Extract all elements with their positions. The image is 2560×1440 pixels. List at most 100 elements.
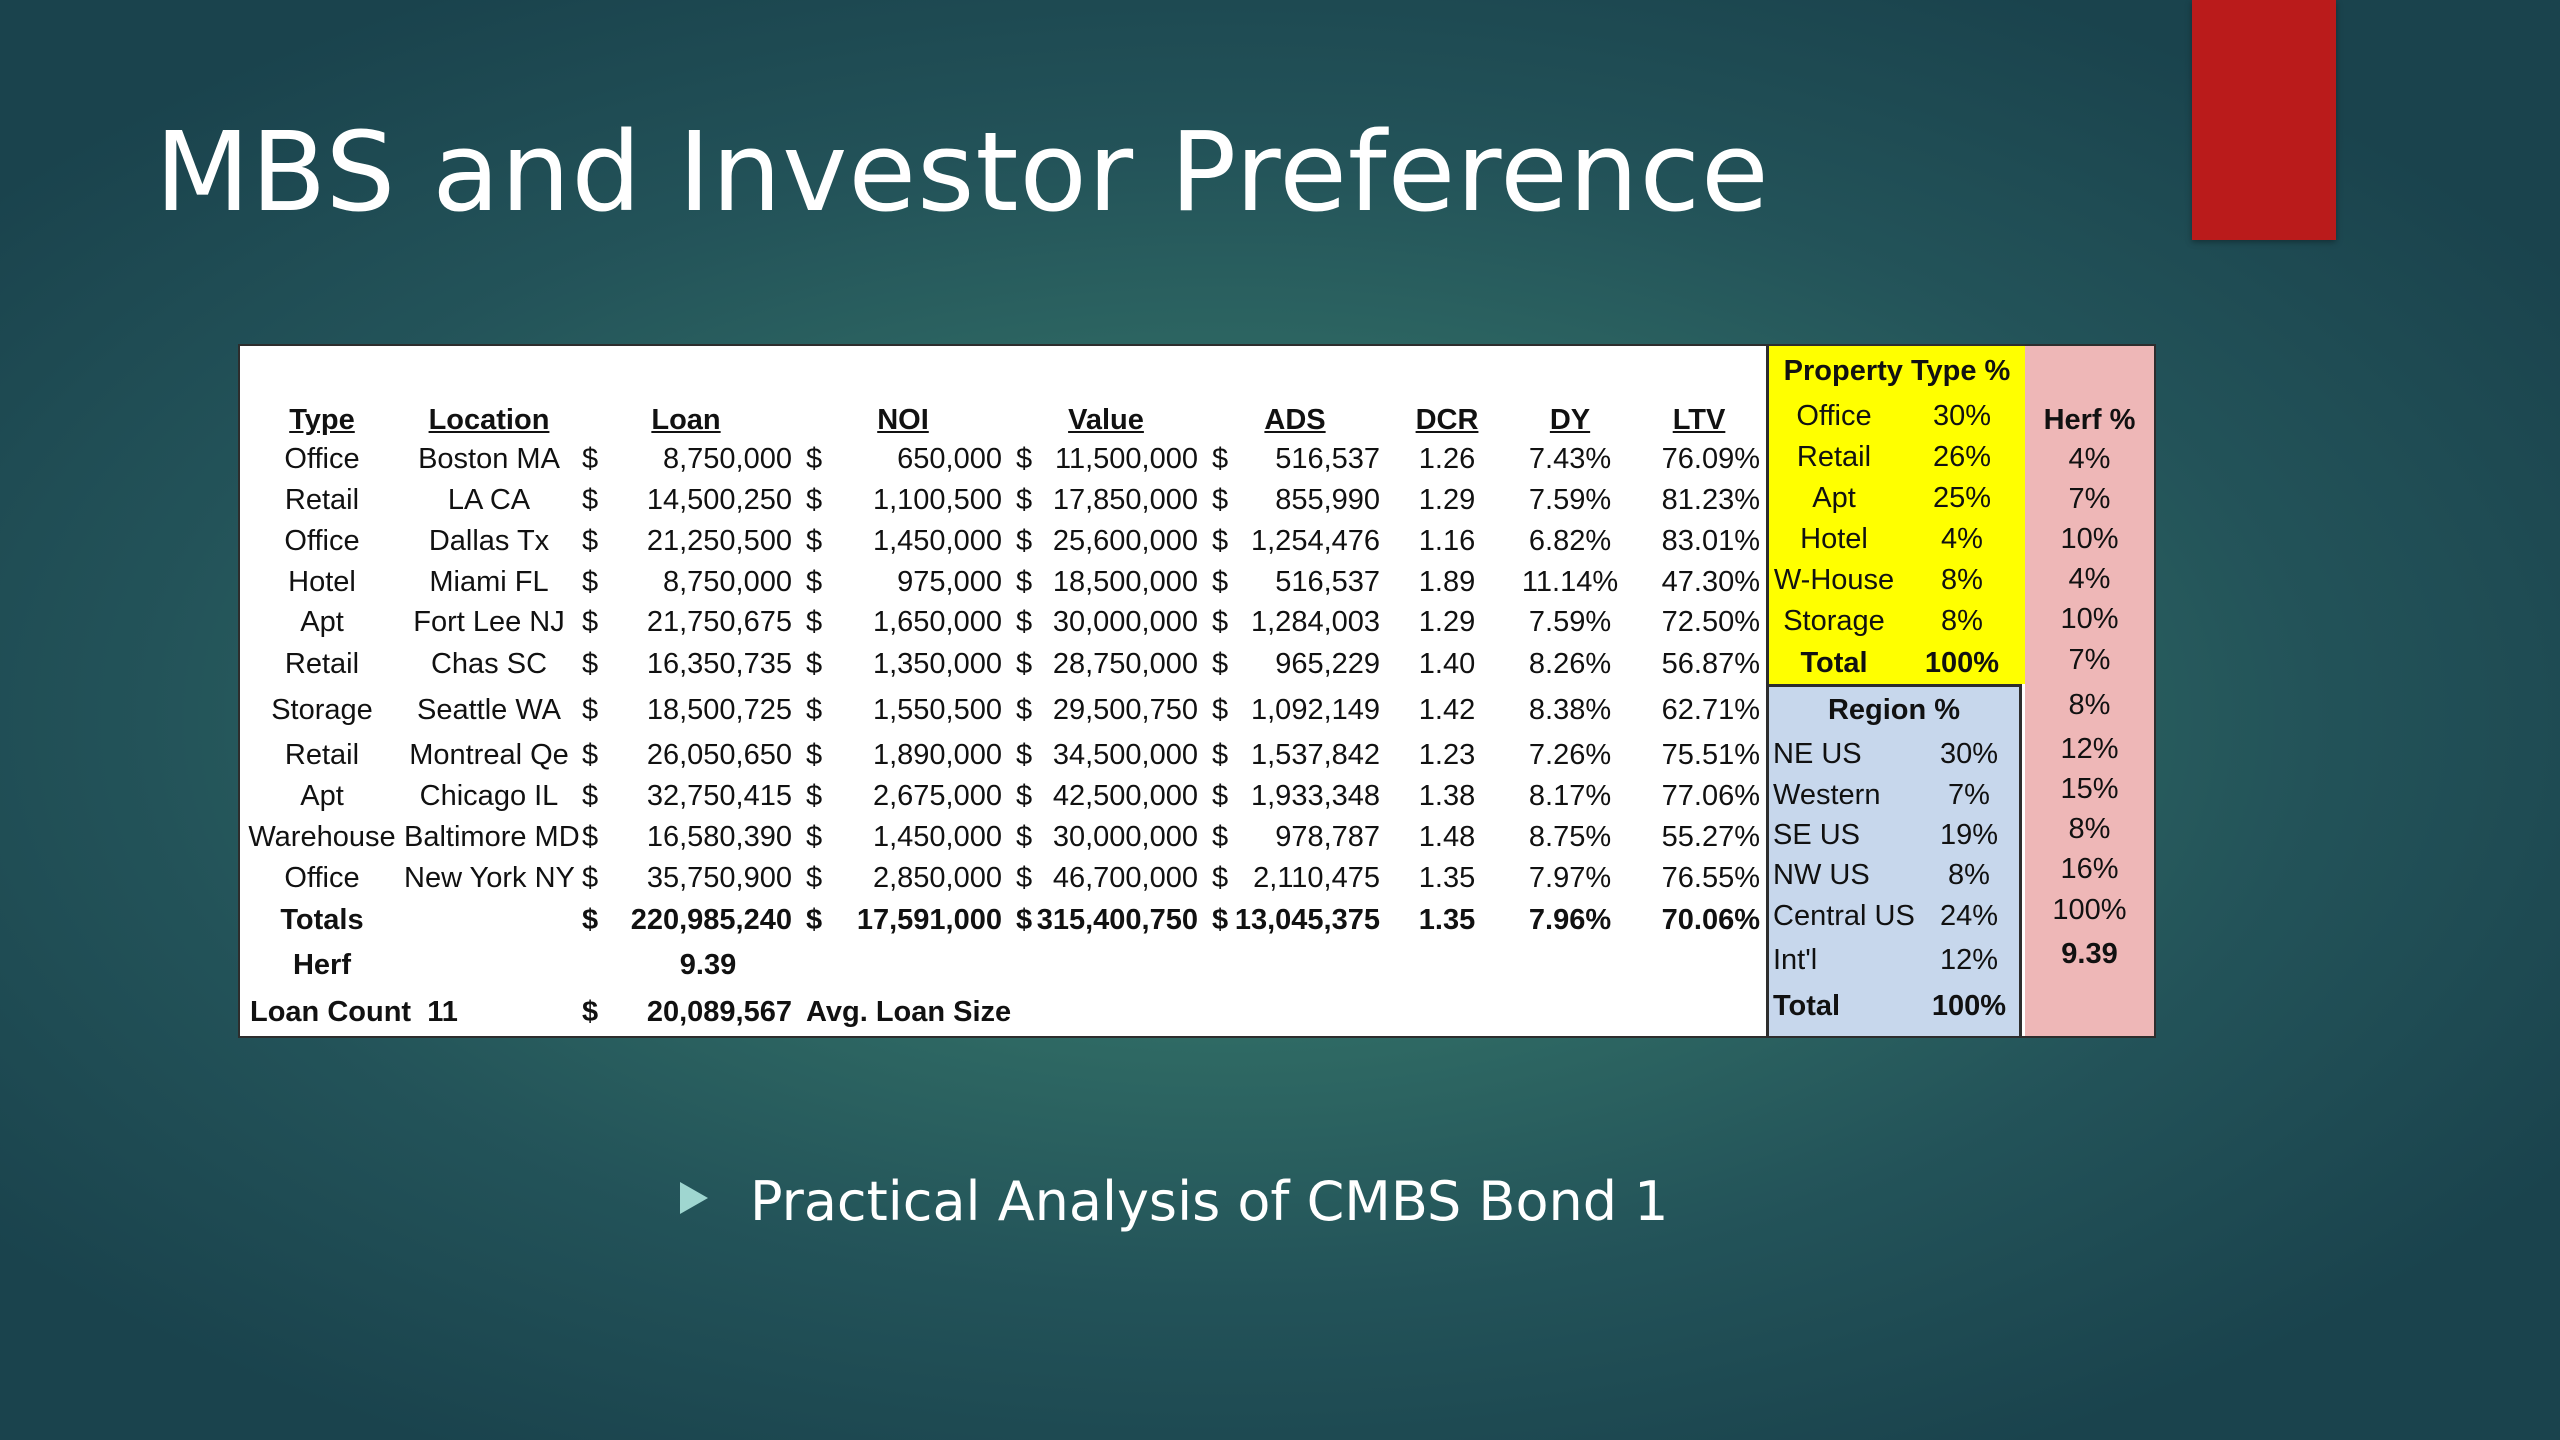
property-type-pct: 25% (1932, 482, 1992, 514)
property-type-rows: Office 30% Retail 26% Apt 25% Hotel 4% W-House 8%… (1769, 396, 2025, 642)
cell-ads: 1,092,149 (1251, 694, 1381, 727)
cell-noi: 1,100,500 (872, 483, 1002, 516)
cell-type: Apt (300, 606, 344, 639)
cell-type: Hotel (288, 565, 356, 598)
herf-row: 15% (2025, 769, 2154, 809)
cell-type: Office (284, 442, 360, 475)
currency-symbol: $ (582, 442, 599, 475)
herf-pct: 7% (2068, 482, 2111, 515)
cell-dy: 7.59% (1528, 483, 1612, 516)
region-row: Central US 24% (1769, 895, 2019, 937)
currency-symbol: $ (582, 483, 599, 516)
cell-ads: 1,254,476 (1251, 524, 1381, 557)
cell-location: LA CA (447, 483, 531, 516)
cell-loan: 32,750,415 (646, 780, 792, 813)
currency-symbol: $ (806, 524, 823, 557)
region-row: Int'l 12% (1769, 937, 2019, 983)
cell-dy: 7.97% (1528, 862, 1612, 894)
cell-loan: 26,050,650 (646, 739, 792, 772)
cell-dy: 11.14% (1521, 565, 1619, 598)
table-row: Office Boston MA $8,750,000 $650,000 $11,500… (240, 439, 1766, 480)
herf-row: Herf 9.39 (240, 942, 1766, 989)
cell-location: Baltimore MD (404, 821, 580, 854)
currency-symbol: $ (582, 606, 599, 639)
currency-symbol: $ (582, 995, 599, 1028)
currency-symbol: $ (1212, 780, 1229, 813)
currency-symbol: $ (1016, 862, 1033, 894)
currency-symbol: $ (1016, 565, 1033, 598)
cell-value: 28,750,000 (1052, 648, 1198, 681)
currency-symbol: $ (582, 780, 599, 813)
cell-dy: 8.17% (1528, 780, 1612, 813)
region-pct: 12% (1939, 943, 1999, 976)
region-name: Western (1773, 778, 1881, 811)
table-row: Retail Montreal Qe $26,050,650 $1,890,000 $3… (240, 735, 1766, 776)
cell-ads: 516,537 (1275, 442, 1381, 475)
header-dcr: DCR (1415, 404, 1479, 436)
cell-value: 17,850,000 (1052, 483, 1198, 516)
currency-symbol: $ (806, 565, 823, 598)
property-total-row: Total 100% (1769, 642, 2025, 684)
property-type-name: Office (1796, 400, 1872, 432)
table-header-row: Type Location Loan NOI Value ADS DCR DY … (240, 346, 1766, 439)
herf-panel: Herf % 4% 7% 10% 4% 10% 7% 8% 12% 15% 8% 16% 100% 9… (2025, 346, 2154, 1036)
totals-noi: 17,591,000 (856, 903, 1002, 936)
currency-symbol: $ (806, 862, 823, 894)
cell-dcr: 1.89 (1418, 565, 1476, 598)
herf-pct: 8% (2068, 688, 2111, 721)
totals-ltv: 70.06% (1661, 903, 1761, 936)
cell-dy: 6.82% (1528, 524, 1612, 557)
region-name: NW US (1773, 858, 1870, 891)
property-type-row: Storage 8% (1769, 601, 2025, 642)
cell-ltv: 76.55% (1661, 862, 1761, 894)
currency-symbol: $ (806, 648, 823, 681)
property-type-title: Property Type % (1783, 354, 2011, 387)
cell-loan: 21,250,500 (646, 524, 792, 557)
cell-ltv: 75.51% (1661, 739, 1761, 772)
region-total-row: Total 100% (1769, 983, 2019, 1029)
currency-symbol: $ (1016, 739, 1033, 772)
cell-loan: 21,750,675 (646, 606, 792, 639)
cell-ads: 1,537,842 (1251, 739, 1381, 772)
cell-ltv: 81.23% (1661, 483, 1761, 516)
currency-symbol: $ (806, 694, 823, 727)
cell-dcr: 1.42 (1418, 694, 1476, 727)
property-total-pct: 100% (1924, 646, 2000, 679)
totals-ads: 13,045,375 (1234, 903, 1381, 936)
table-row: Apt Fort Lee NJ $21,750,675 $1,650,000 $30,0… (240, 603, 1766, 644)
property-type-pct: 26% (1932, 441, 1992, 473)
currency-symbol: $ (1016, 780, 1033, 813)
currency-symbol: $ (1212, 739, 1229, 772)
property-type-name: Retail (1796, 441, 1872, 473)
herf-row: 8% (2025, 809, 2154, 849)
property-type-name: Hotel (1800, 523, 1868, 555)
herf-pct: 4% (2068, 442, 2111, 475)
bullet-item: Practical Analysis of CMBS Bond 1 (680, 1170, 1669, 1233)
property-type-name: W-House (1773, 564, 1895, 596)
cell-noi: 1,350,000 (872, 648, 1002, 681)
cell-noi: 1,890,000 (872, 739, 1002, 772)
loan-count-row: Loan Count 11 $ 20,089,567 Avg. Loan Siz… (240, 989, 1766, 1036)
avg-loan-size-label: Avg. Loan Size (806, 995, 1012, 1028)
property-type-row: Hotel 4% (1769, 519, 2025, 560)
currency-symbol: $ (1016, 694, 1033, 727)
table-row: Apt Chicago IL $32,750,415 $2,675,000 $42,50… (240, 776, 1766, 817)
cell-dcr: 1.38 (1418, 780, 1476, 813)
currency-symbol: $ (1212, 442, 1229, 475)
currency-symbol: $ (806, 483, 823, 516)
cell-value: 30,000,000 (1052, 606, 1198, 639)
cell-ltv: 76.09% (1661, 442, 1761, 475)
region-name: SE US (1773, 818, 1861, 851)
property-type-row: W-House 8% (1769, 560, 2025, 601)
cell-ads: 978,787 (1275, 821, 1381, 854)
loan-count-value: 11 (427, 995, 458, 1028)
table-row: Retail LA CA $14,500,250 $1,100,500 $17,850,… (240, 480, 1766, 521)
currency-symbol: $ (1016, 442, 1033, 475)
region-title: Region % (1827, 693, 1961, 726)
region-name: Int'l (1773, 943, 1818, 976)
currency-symbol: $ (1016, 524, 1033, 557)
data-table-image: Type Location Loan NOI Value ADS DCR DY … (240, 346, 2154, 1036)
header-ltv: LTV (1672, 404, 1726, 436)
region-name: NE US (1773, 737, 1862, 770)
herf-row: 4% (2025, 439, 2154, 479)
